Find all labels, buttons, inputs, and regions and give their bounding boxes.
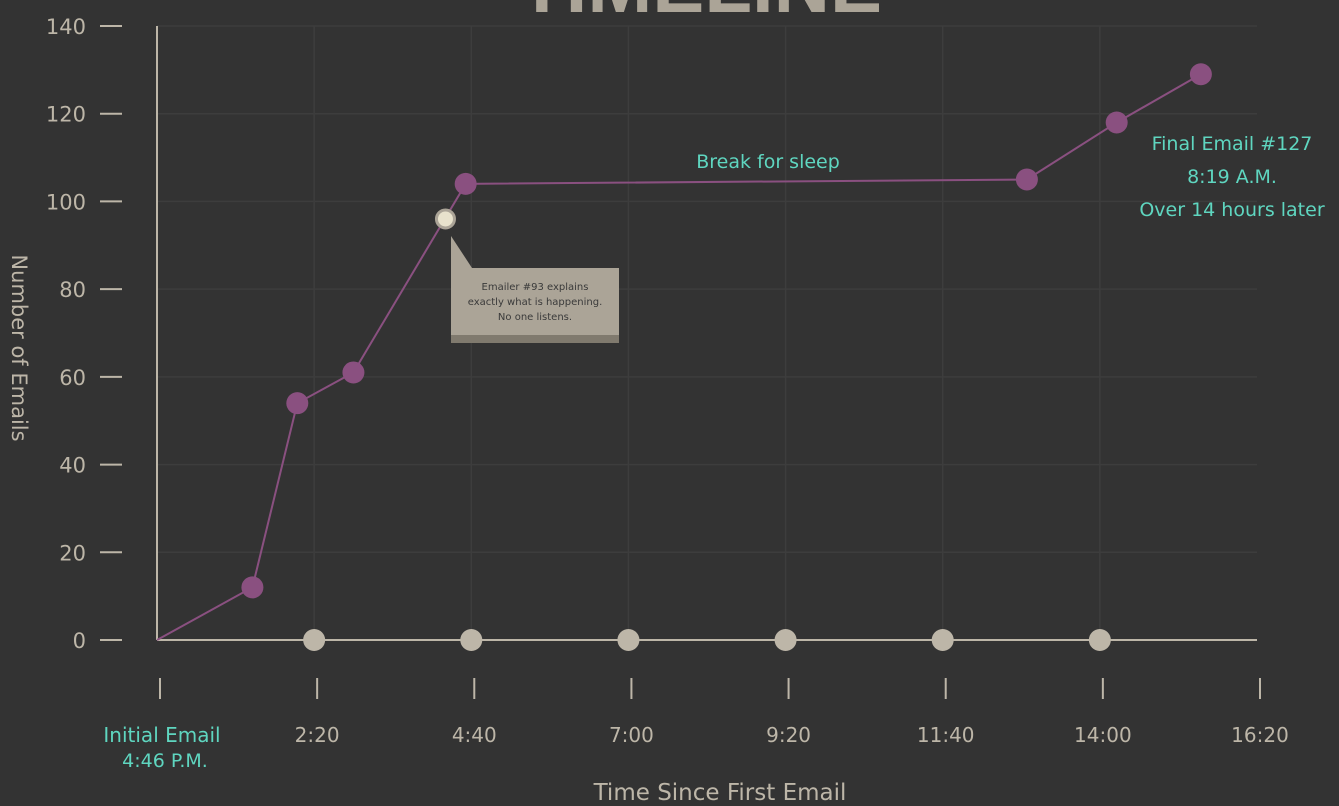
y-tick-label-7: 140 [46, 15, 86, 39]
y-tick-label-0: 0 [73, 629, 86, 653]
x-tick-label-4: 9:20 [766, 723, 811, 747]
y-axis-title: Number of Emails [7, 254, 31, 441]
y-axis-ticks: 0 20 40 60 80 100 120 140 [46, 15, 122, 653]
data-point-6[interactable] [1105, 111, 1128, 134]
x-tick-label-6: 14:00 [1074, 723, 1132, 747]
data-point-1[interactable] [241, 576, 264, 599]
highlight-point[interactable] [434, 208, 456, 230]
callout-line-2: exactly what is happening. [468, 297, 603, 308]
y-tick-label-3: 60 [59, 366, 86, 390]
y-tick-label-1: 20 [59, 541, 86, 565]
x-tick-label-5: 11:40 [917, 723, 975, 747]
series-line [156, 73, 1202, 641]
x-tick-label-0: Initial Email [103, 723, 220, 747]
x-axis-marker-0[interactable] [303, 629, 326, 651]
chart-title: TIMELINE [518, 0, 882, 29]
final-email-line-2: 8:19 A.M. [1187, 166, 1277, 188]
y-tick-label-5: 100 [46, 190, 86, 214]
series-points [241, 63, 1212, 599]
final-email-line-3: Over 14 hours later [1139, 199, 1324, 221]
final-email-line-1: Final Email #127 [1152, 133, 1313, 155]
callout-line-3: No one listens. [498, 312, 572, 323]
x-tick-label-2: 4:40 [452, 723, 497, 747]
x-axis-marker-3[interactable] [774, 629, 797, 651]
data-point-3[interactable] [342, 361, 365, 384]
sleep-annotation: Break for sleep [696, 151, 840, 173]
x-tick-label-first-time: 4:46 P.M. [122, 750, 208, 772]
x-axis-marker-1[interactable] [460, 629, 483, 651]
y-tick-label-4: 80 [59, 278, 86, 302]
x-axis-markers [303, 629, 1111, 651]
x-axis-title: Time Since First Email [593, 780, 847, 806]
x-tick-label-7: 16:20 [1231, 723, 1289, 747]
x-axis-marker-4[interactable] [931, 629, 954, 651]
callout-box: Emailer #93 explains exactly what is hap… [451, 236, 619, 343]
callout-shadow [451, 334, 619, 343]
x-tick-label-3: 7:00 [609, 723, 654, 747]
data-point-5[interactable] [1015, 168, 1038, 191]
callout-background [451, 268, 619, 335]
data-point-2[interactable] [286, 392, 309, 415]
callout-line-1: Emailer #93 explains [482, 282, 589, 293]
x-axis-ticks: Initial Email 2:20 4:40 7:00 9:20 11:40 14:00 1… [103, 678, 1289, 747]
y-tick-label-6: 120 [46, 103, 86, 127]
data-point-4[interactable] [454, 172, 477, 195]
y-tick-label-2: 40 [59, 454, 86, 478]
x-tick-label-1: 2:20 [295, 723, 340, 747]
callout-pointer [451, 236, 472, 268]
x-axis-marker-2[interactable] [617, 629, 640, 651]
x-axis-marker-5[interactable] [1088, 629, 1111, 651]
data-point-7[interactable] [1189, 63, 1212, 86]
grid-lines [157, 25, 1257, 640]
